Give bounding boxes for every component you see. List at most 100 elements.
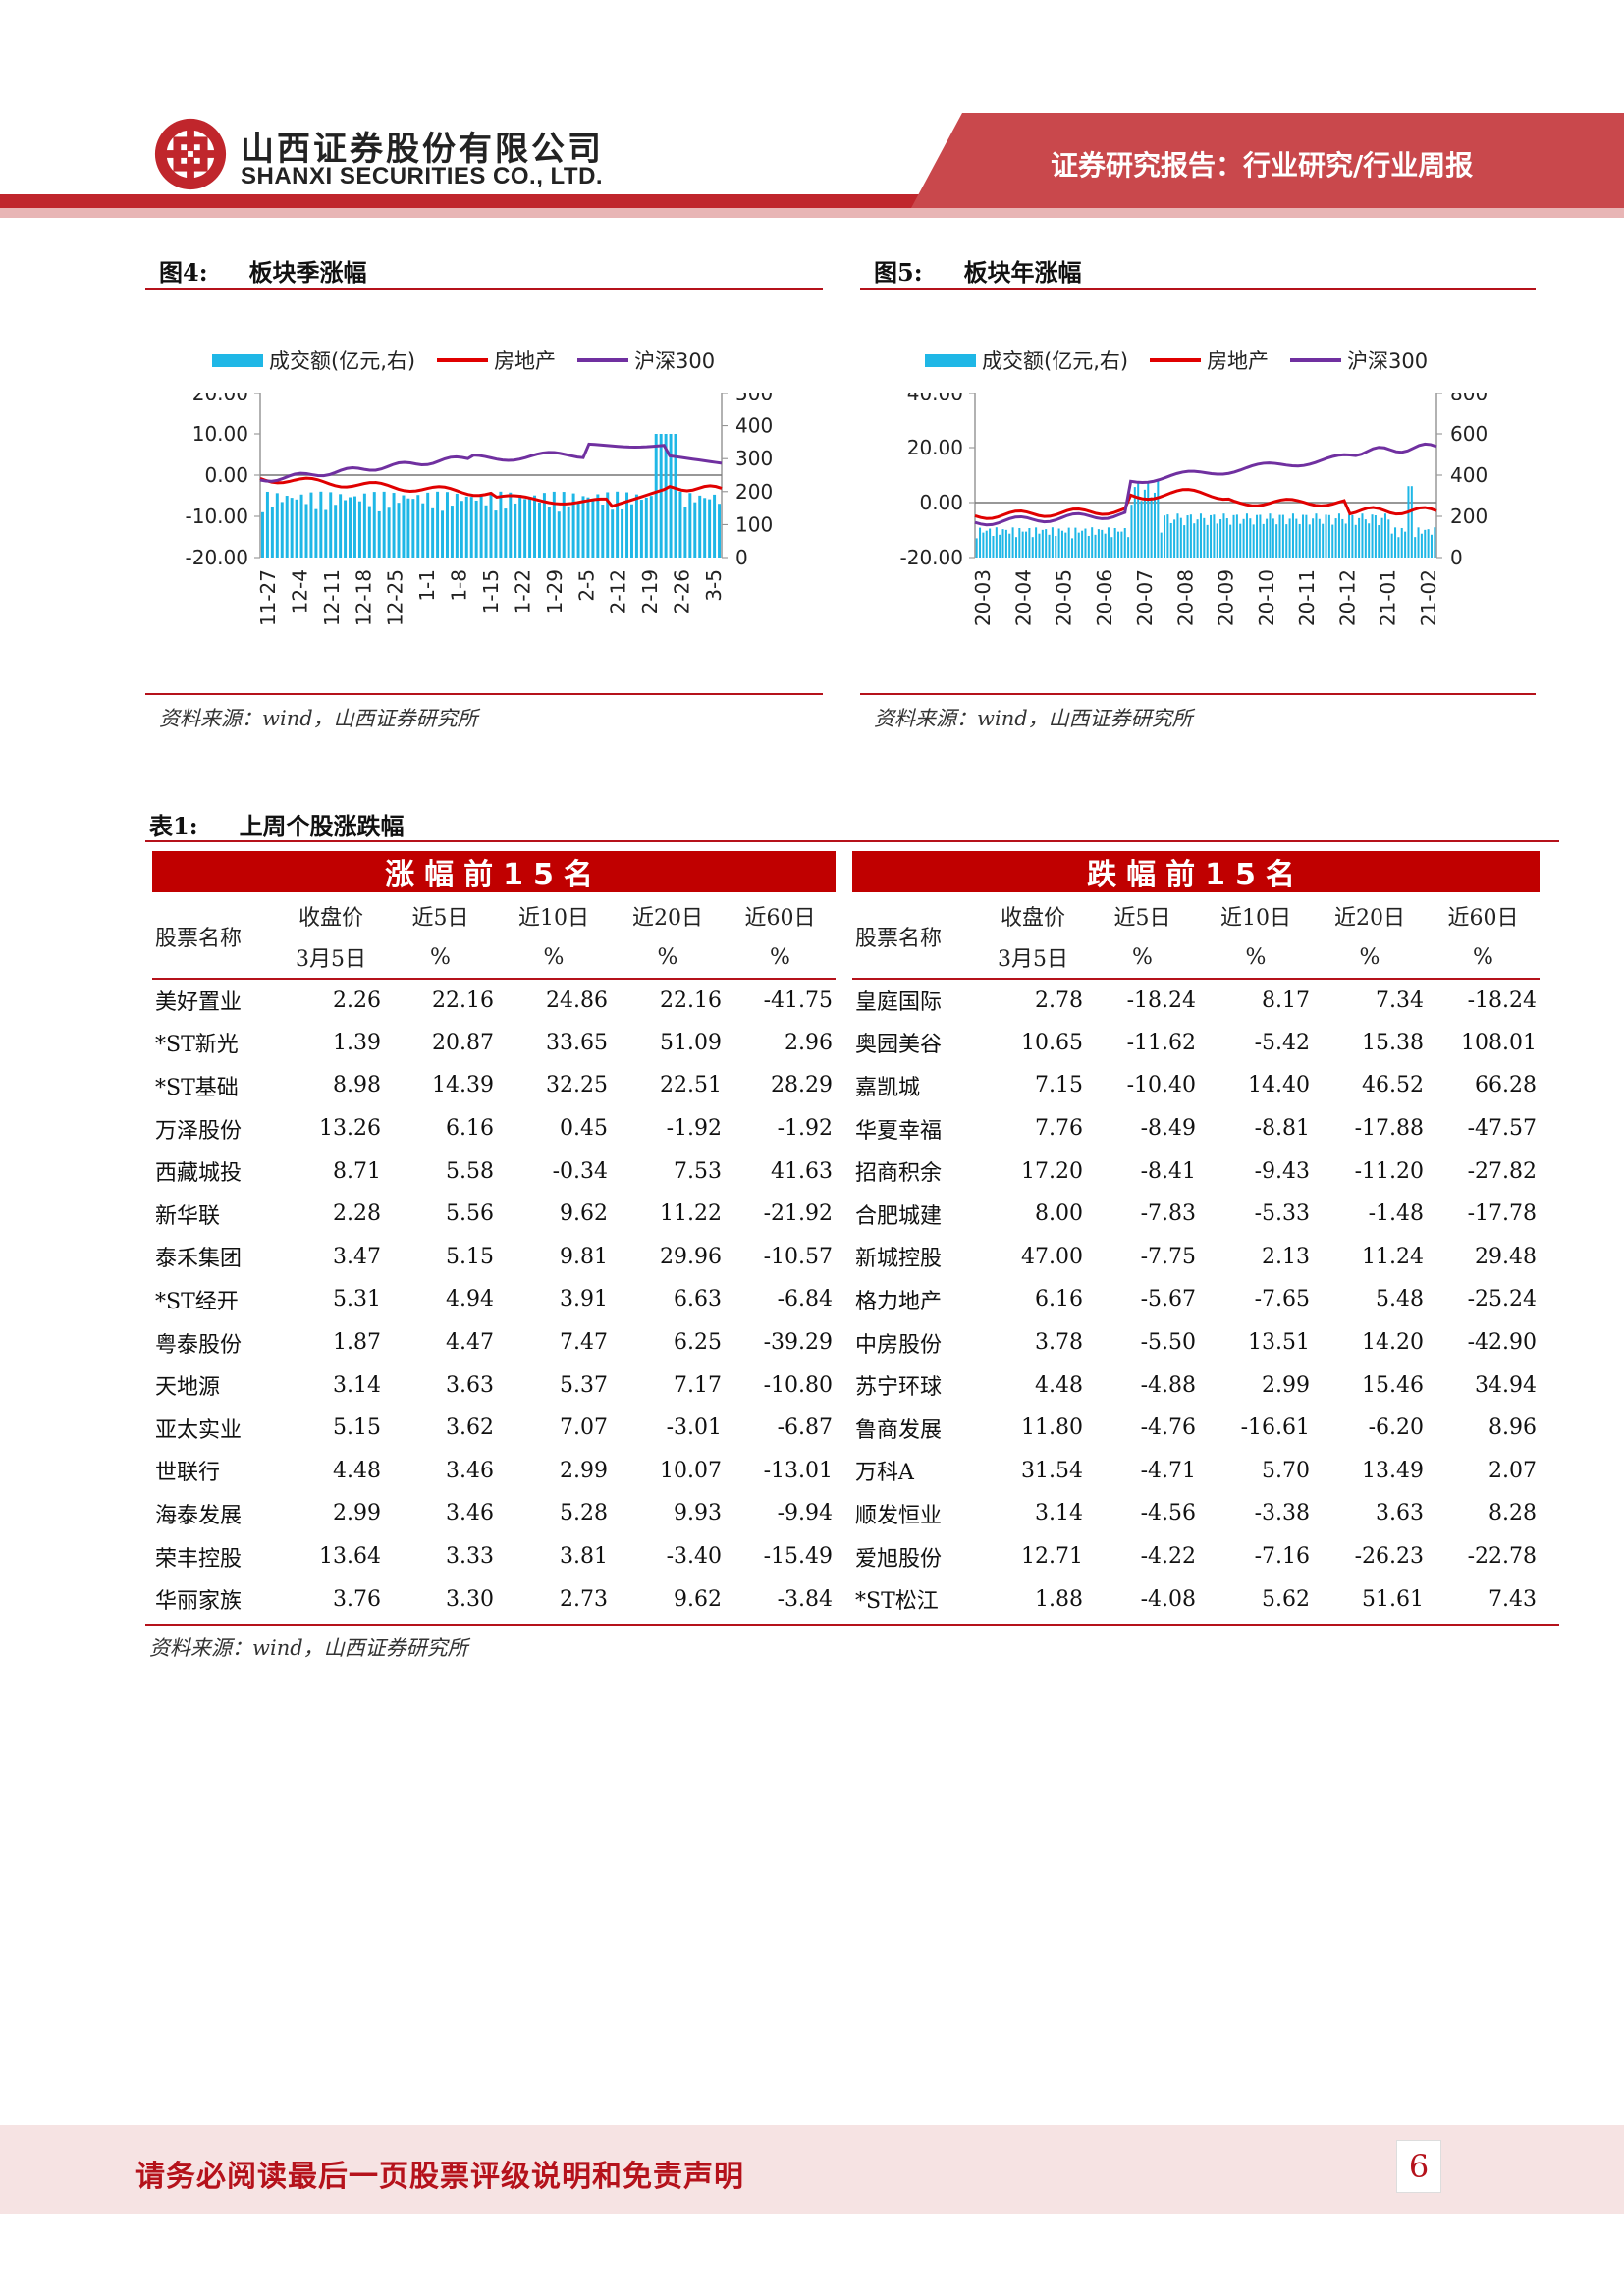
volume-bar (324, 509, 328, 558)
volume-bar (1157, 480, 1160, 558)
volume-bar (1153, 492, 1156, 558)
volume-bar (1322, 523, 1325, 558)
company-name-en: SHANXI SECURITIES CO., LTD. (241, 163, 604, 189)
real-estate-line (259, 476, 723, 508)
volume-bar (1206, 524, 1209, 558)
volume-bar (601, 505, 605, 558)
volume-bar (1071, 538, 1074, 558)
header-unit: % (770, 944, 790, 970)
stock-name-cell: 万泽股份 (155, 1118, 243, 1144)
value-cell: -5.67 (1140, 1287, 1196, 1312)
value-cell: 6.16 (446, 1116, 494, 1142)
volume-bar (1318, 518, 1321, 558)
header-stock-name: 股票名称 (155, 926, 243, 951)
volume-bar (1351, 514, 1354, 558)
volume-bar (1327, 514, 1330, 558)
right-tick-label: 200 (1450, 505, 1488, 528)
value-cell: 22.51 (660, 1073, 722, 1098)
value-cell: 9.62 (674, 1586, 722, 1612)
volume-bar (1281, 514, 1284, 558)
value-cell: -11.20 (1354, 1158, 1424, 1184)
value-cell: 8.96 (1489, 1415, 1537, 1441)
value-cell: 3.14 (333, 1372, 381, 1398)
value-cell: 28.29 (771, 1073, 833, 1098)
value-cell: 17.20 (1021, 1158, 1083, 1184)
value-cell: -6.20 (1368, 1415, 1424, 1441)
volume-bar (995, 527, 998, 558)
volume-bar (1110, 537, 1113, 558)
volume-bar (1004, 529, 1007, 558)
volume-bar (1383, 513, 1386, 558)
x-tick-label: 20-03 (971, 569, 995, 626)
volume-bar (1193, 523, 1196, 558)
caption-rule (860, 288, 1536, 290)
x-tick-label: 11-27 (256, 569, 280, 626)
value-cell: -7.75 (1140, 1244, 1196, 1269)
value-cell: 10.07 (660, 1458, 722, 1483)
x-tick-label: 12-25 (384, 569, 407, 626)
losers-band: 跌幅前15名 (852, 851, 1540, 892)
value-cell: 22.16 (660, 988, 722, 1013)
volume-bar (1038, 533, 1041, 558)
table-row: 招商积余 17.20 -8.41 -9.43 -11.20 -27.82 (852, 1149, 1540, 1193)
volume-bar (1143, 489, 1146, 558)
table-row: 万泽股份 13.26 6.16 0.45 -1.92 -1.92 (152, 1107, 836, 1150)
right-tick-label: 400 (1450, 463, 1488, 487)
left-tick-label: 10.00 (192, 422, 248, 446)
volume-bar (1262, 523, 1265, 558)
volume-bar (639, 500, 643, 558)
value-cell: 14.20 (1362, 1330, 1424, 1356)
volume-bar (280, 502, 284, 558)
legend-csi300: 沪深300 (1290, 346, 1428, 375)
stock-name-cell: 世联行 (155, 1461, 221, 1486)
value-cell: -25.24 (1467, 1287, 1537, 1312)
gainers-table: 股票名称 收盘价 近5日 近10日 近20日 近60日 3月5日 % % % %… (152, 894, 836, 1621)
volume-bar (703, 498, 707, 558)
header-10d: 近10日 (1220, 905, 1291, 931)
volume-bar (494, 510, 498, 558)
stock-name-cell: 合肥城建 (855, 1203, 943, 1229)
stock-name-cell: *ST经开 (155, 1289, 239, 1314)
volume-bar (552, 491, 556, 558)
volume-bar (1298, 523, 1301, 558)
value-cell: 2.99 (560, 1458, 608, 1483)
value-cell: 5.58 (446, 1158, 494, 1184)
volume-bar (265, 491, 269, 558)
table-source: 资料来源：wind，山西证券研究所 (149, 1636, 468, 1660)
volume-bar (708, 499, 712, 558)
value-cell: 8.00 (1035, 1201, 1083, 1227)
volume-bar (982, 532, 985, 558)
right-tick-label: 0 (735, 546, 748, 569)
value-cell: -4.88 (1140, 1372, 1196, 1398)
header-unit: % (430, 944, 451, 970)
value-cell: -4.08 (1140, 1586, 1196, 1612)
volume-bar (1394, 527, 1397, 558)
volume-bar (1278, 514, 1281, 558)
header-stock-name: 股票名称 (855, 926, 943, 951)
volume-bar (334, 505, 338, 558)
volume-bar (1242, 518, 1245, 558)
stock-name-cell: 苏宁环球 (855, 1375, 943, 1401)
table-1-caption: 表1: 上周个股涨跌幅 (149, 807, 405, 841)
figure-4-legend: 成交额(亿元,右) 房地产 沪深300 (212, 346, 736, 375)
volume-bar (1166, 514, 1169, 558)
value-cell: -0.34 (552, 1158, 608, 1184)
volume-bar (571, 493, 575, 558)
table-row: 苏宁环球 4.48 -4.88 2.99 15.46 34.94 (852, 1363, 1540, 1407)
stock-name-cell: 格力地产 (855, 1289, 943, 1314)
value-cell: -17.78 (1467, 1201, 1537, 1227)
x-tick-label: 20-06 (1093, 569, 1116, 626)
volume-bar (1341, 518, 1344, 558)
volume-bar (1361, 513, 1364, 558)
value-cell: 2.96 (785, 1030, 833, 1055)
table-row: 华丽家族 3.76 3.30 2.73 9.62 -3.84 (152, 1577, 836, 1621)
volume-bar (1269, 513, 1272, 558)
caption-rule (145, 288, 823, 290)
volume-bar (426, 492, 430, 558)
volume-bar (344, 500, 348, 558)
value-cell: -4.76 (1140, 1415, 1196, 1441)
volume-bar (1420, 533, 1423, 558)
table-row: 鲁商发展 11.80 -4.76 -16.61 -6.20 8.96 (852, 1407, 1540, 1450)
volume-bar (1021, 531, 1024, 558)
value-cell: 6.63 (674, 1287, 722, 1312)
